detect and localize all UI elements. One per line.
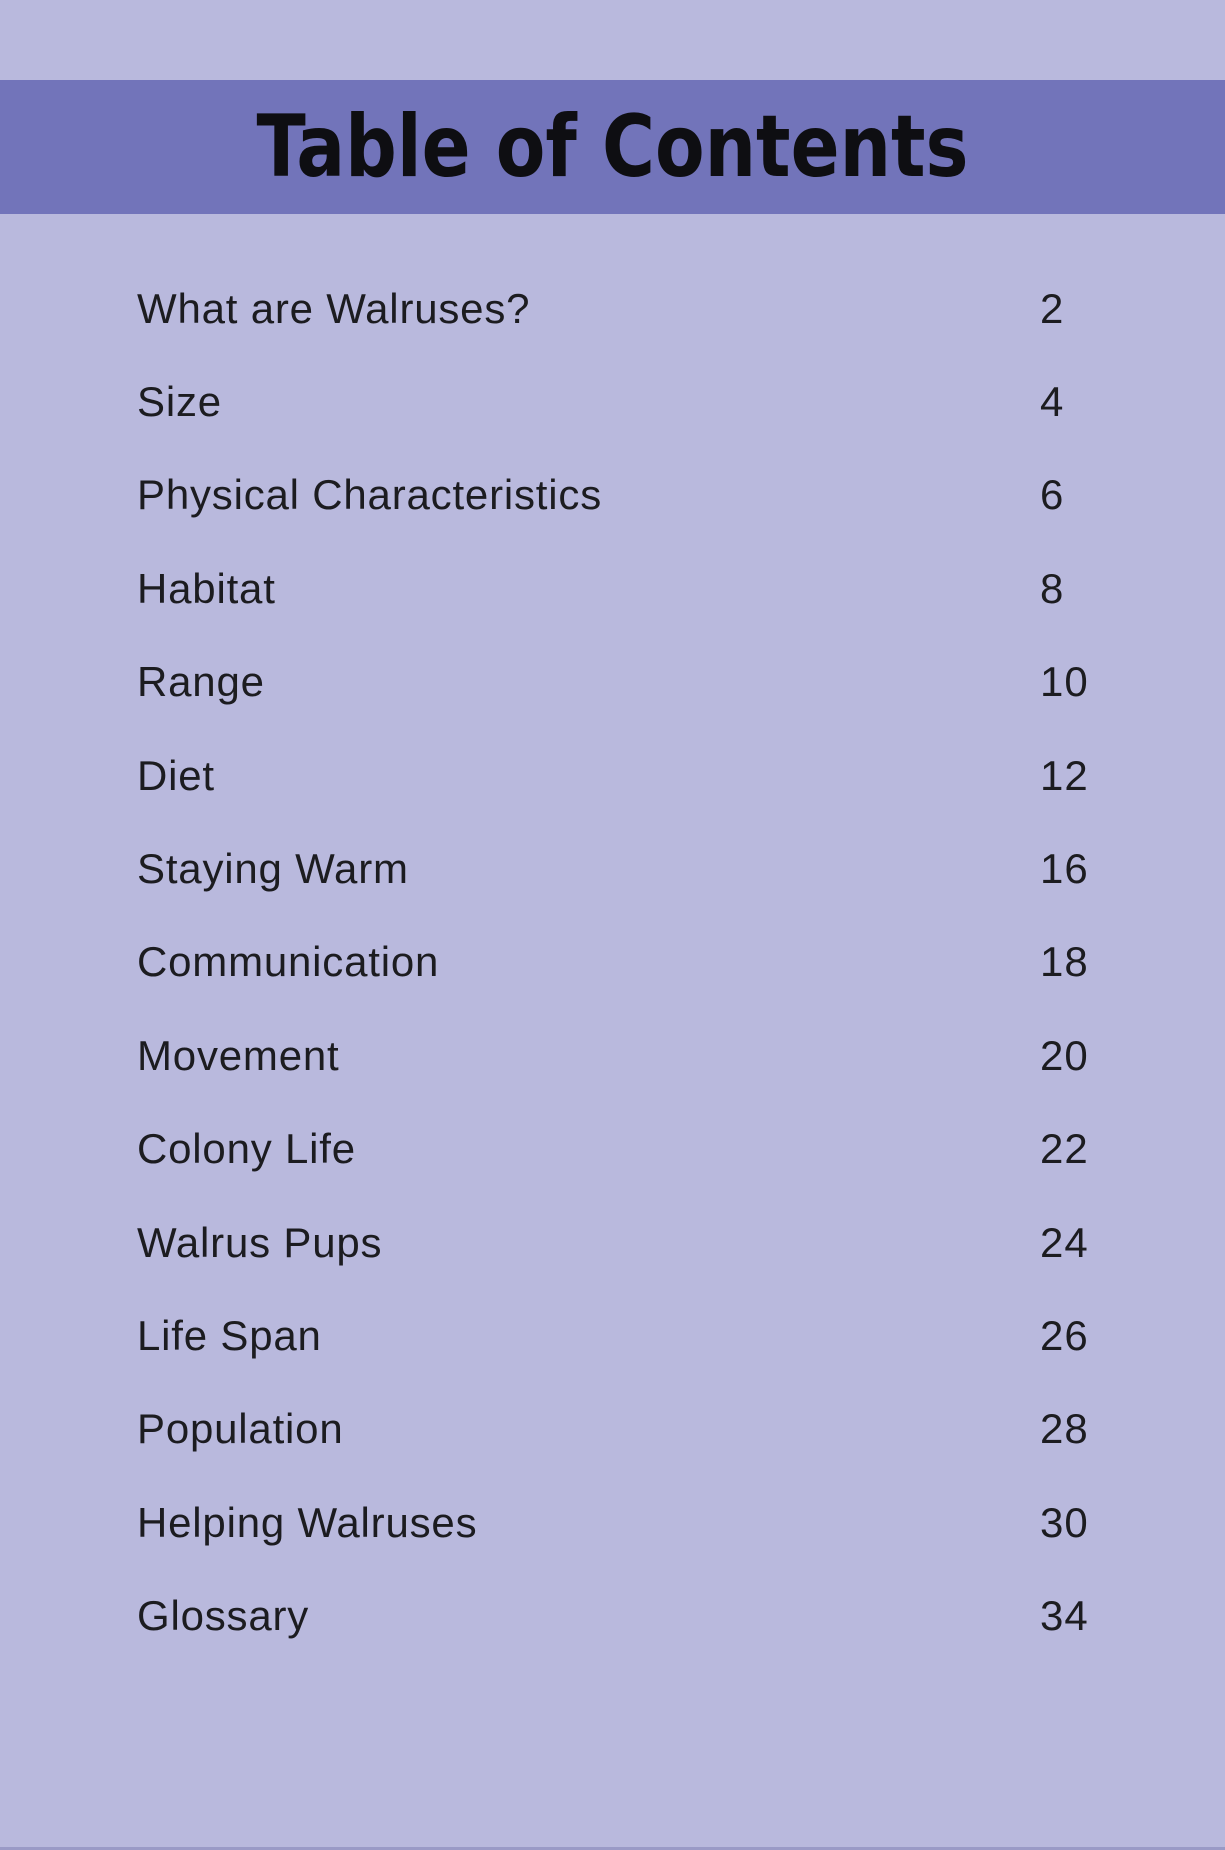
toc-entry-title: Physical Characteristics bbox=[137, 471, 602, 519]
toc-entry-title: Communication bbox=[137, 938, 440, 986]
toc-row: Staying Warm 16 bbox=[137, 822, 1090, 915]
toc-entry-page: 30 bbox=[1040, 1498, 1089, 1546]
toc-entry-title: What are Walruses? bbox=[137, 284, 531, 332]
toc-row: Size 4 bbox=[137, 355, 1090, 448]
toc-entry-title: Colony Life bbox=[137, 1125, 356, 1173]
toc-entry-title: Glossary bbox=[137, 1592, 310, 1640]
toc-entry-title: Size bbox=[137, 378, 222, 426]
toc-entry-title: Population bbox=[137, 1405, 344, 1453]
toc-entry-page: 16 bbox=[1040, 845, 1089, 893]
toc-entry-title: Habitat bbox=[137, 564, 276, 612]
toc-row: Population 28 bbox=[137, 1383, 1090, 1476]
toc-entry-page: 26 bbox=[1040, 1311, 1089, 1359]
toc-entry-page: 8 bbox=[1040, 564, 1065, 612]
toc-entry-page: 18 bbox=[1040, 938, 1089, 986]
toc-entry-page: 10 bbox=[1040, 658, 1089, 706]
table-of-contents-list: What are Walruses? 2 Size 4 Physical Cha… bbox=[137, 262, 1090, 1663]
toc-entry-title: Staying Warm bbox=[137, 845, 409, 893]
toc-entry-page: 34 bbox=[1040, 1592, 1089, 1640]
toc-entry-page: 6 bbox=[1040, 471, 1065, 519]
toc-entry-page: 24 bbox=[1040, 1218, 1089, 1266]
toc-entry-page: 28 bbox=[1040, 1405, 1089, 1453]
toc-entry-page: 22 bbox=[1040, 1125, 1089, 1173]
toc-entry-page: 4 bbox=[1040, 378, 1065, 426]
page-bottom-edge bbox=[0, 1847, 1225, 1850]
toc-row: Glossary 34 bbox=[137, 1569, 1090, 1662]
toc-entry-title: Movement bbox=[137, 1031, 340, 1079]
title-banner: Table of Contents bbox=[0, 80, 1225, 214]
toc-entry-page: 2 bbox=[1040, 284, 1065, 332]
toc-entry-title: Range bbox=[137, 658, 265, 706]
toc-row: Habitat 8 bbox=[137, 542, 1090, 635]
toc-entry-page: 20 bbox=[1040, 1031, 1089, 1079]
toc-row: Movement 20 bbox=[137, 1009, 1090, 1102]
toc-entry-title: Helping Walruses bbox=[137, 1498, 478, 1546]
toc-entry-title: Diet bbox=[137, 751, 215, 799]
toc-entry-title: Life Span bbox=[137, 1311, 322, 1359]
toc-row: What are Walruses? 2 bbox=[137, 262, 1090, 355]
toc-entry-page: 12 bbox=[1040, 751, 1089, 799]
toc-row: Communication 18 bbox=[137, 916, 1090, 1009]
toc-row: Range 10 bbox=[137, 636, 1090, 729]
toc-row: Helping Walruses 30 bbox=[137, 1476, 1090, 1569]
page-title: Table of Contents bbox=[256, 97, 969, 197]
toc-row: Colony Life 22 bbox=[137, 1103, 1090, 1196]
toc-row: Diet 12 bbox=[137, 729, 1090, 822]
toc-row: Walrus Pups 24 bbox=[137, 1196, 1090, 1289]
toc-row: Life Span 26 bbox=[137, 1289, 1090, 1382]
toc-row: Physical Characteristics 6 bbox=[137, 449, 1090, 542]
toc-entry-title: Walrus Pups bbox=[137, 1218, 383, 1266]
